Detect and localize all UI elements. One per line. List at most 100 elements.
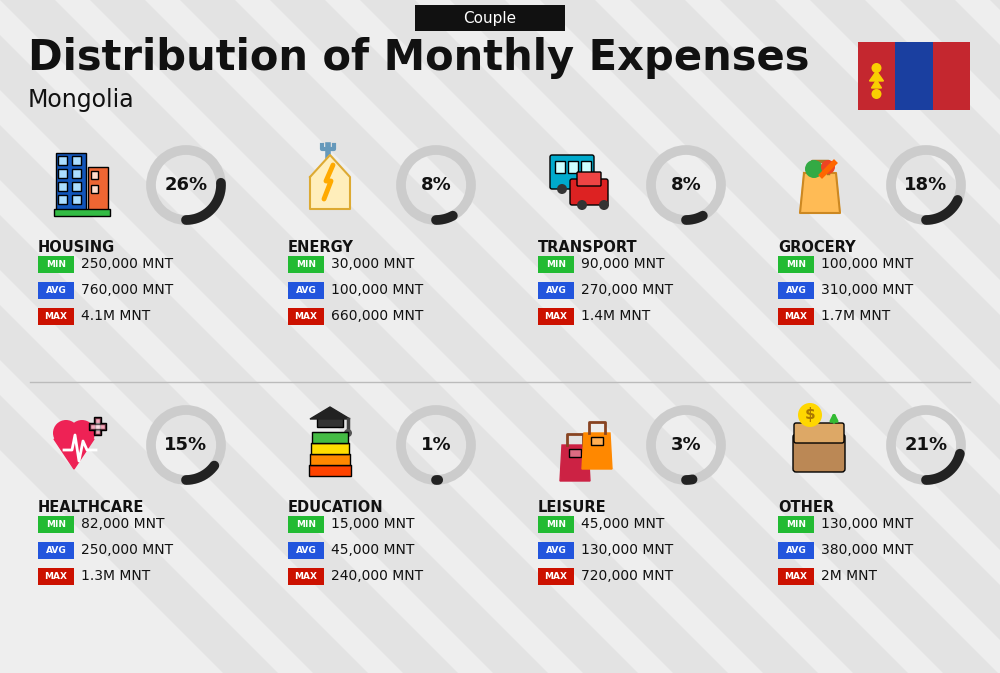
Text: 130,000 MNT: 130,000 MNT [581,544,673,557]
FancyBboxPatch shape [72,195,81,204]
Text: 18%: 18% [904,176,948,194]
Text: AVG: AVG [46,286,66,295]
Text: 8%: 8% [671,176,701,194]
Text: MAX: MAX [784,572,808,581]
FancyBboxPatch shape [794,423,844,443]
FancyBboxPatch shape [89,423,106,430]
FancyBboxPatch shape [88,167,108,211]
Text: 130,000 MNT: 130,000 MNT [821,518,913,532]
Text: MAX: MAX [784,312,808,321]
Text: MAX: MAX [544,312,568,321]
Polygon shape [810,0,1000,673]
Text: 100,000 MNT: 100,000 MNT [331,283,423,297]
Text: MAX: MAX [44,312,68,321]
FancyBboxPatch shape [54,209,110,216]
Text: AVG: AVG [46,546,66,555]
Text: 26%: 26% [164,176,208,194]
FancyBboxPatch shape [288,568,324,585]
Text: 310,000 MNT: 310,000 MNT [821,283,913,297]
Polygon shape [90,0,818,673]
FancyBboxPatch shape [38,542,74,559]
Polygon shape [900,0,1000,673]
Text: 1.4M MNT: 1.4M MNT [581,310,650,324]
FancyBboxPatch shape [311,443,349,454]
FancyBboxPatch shape [72,169,81,178]
Text: 100,000 MNT: 100,000 MNT [821,258,913,271]
Text: 1.7M MNT: 1.7M MNT [821,310,890,324]
FancyBboxPatch shape [538,308,574,325]
Polygon shape [54,439,94,469]
Text: 15,000 MNT: 15,000 MNT [331,518,415,532]
Text: MIN: MIN [786,260,806,269]
Text: Mongolia: Mongolia [28,88,135,112]
FancyBboxPatch shape [38,308,74,325]
Circle shape [599,200,609,210]
FancyBboxPatch shape [778,282,814,299]
Polygon shape [0,0,638,673]
FancyBboxPatch shape [778,256,814,273]
Text: 760,000 MNT: 760,000 MNT [81,283,173,297]
FancyBboxPatch shape [38,568,74,585]
FancyBboxPatch shape [933,42,970,110]
Text: MIN: MIN [786,520,806,529]
Text: LEISURE: LEISURE [538,500,607,515]
Polygon shape [450,0,1000,673]
Text: 21%: 21% [904,436,948,454]
Polygon shape [869,71,883,81]
FancyBboxPatch shape [577,172,601,186]
Text: Couple: Couple [463,11,517,26]
FancyBboxPatch shape [310,454,350,465]
FancyBboxPatch shape [72,156,81,165]
FancyBboxPatch shape [58,195,67,204]
Text: 1.3M MNT: 1.3M MNT [81,569,150,583]
Text: 3%: 3% [671,436,701,454]
FancyBboxPatch shape [309,465,351,476]
Text: MAX: MAX [294,312,318,321]
Text: AVG: AVG [786,286,806,295]
Polygon shape [0,0,728,673]
FancyBboxPatch shape [538,542,574,559]
FancyBboxPatch shape [312,432,348,443]
Text: AVG: AVG [296,286,316,295]
Text: HOUSING: HOUSING [38,240,115,255]
Polygon shape [582,433,612,469]
FancyBboxPatch shape [581,161,591,173]
Circle shape [557,184,567,194]
Circle shape [871,63,881,73]
Text: 2M MNT: 2M MNT [821,569,877,583]
Text: HEALTHCARE: HEALTHCARE [38,500,144,515]
Text: 8%: 8% [421,176,451,194]
Polygon shape [180,0,908,673]
Polygon shape [270,0,998,673]
FancyBboxPatch shape [288,308,324,325]
Text: AVG: AVG [786,546,806,555]
FancyBboxPatch shape [555,161,565,173]
Text: MIN: MIN [546,520,566,529]
Polygon shape [540,0,1000,673]
FancyBboxPatch shape [58,182,67,191]
FancyBboxPatch shape [91,185,98,193]
Circle shape [871,89,881,99]
FancyBboxPatch shape [38,282,74,299]
Polygon shape [0,0,278,673]
FancyBboxPatch shape [591,437,603,445]
FancyBboxPatch shape [288,282,324,299]
Text: AVG: AVG [296,546,316,555]
FancyBboxPatch shape [415,5,565,31]
Text: 45,000 MNT: 45,000 MNT [581,518,664,532]
Text: 15%: 15% [164,436,208,454]
FancyBboxPatch shape [568,161,578,173]
Text: 82,000 MNT: 82,000 MNT [81,518,164,532]
Polygon shape [0,0,368,673]
Circle shape [69,420,95,446]
FancyBboxPatch shape [570,179,608,205]
FancyBboxPatch shape [550,155,594,189]
FancyBboxPatch shape [94,417,101,435]
Text: MAX: MAX [44,572,68,581]
Circle shape [344,429,352,437]
FancyBboxPatch shape [95,418,100,434]
Text: AVG: AVG [546,546,566,555]
FancyBboxPatch shape [895,42,933,110]
FancyBboxPatch shape [90,424,105,429]
Polygon shape [630,0,1000,673]
